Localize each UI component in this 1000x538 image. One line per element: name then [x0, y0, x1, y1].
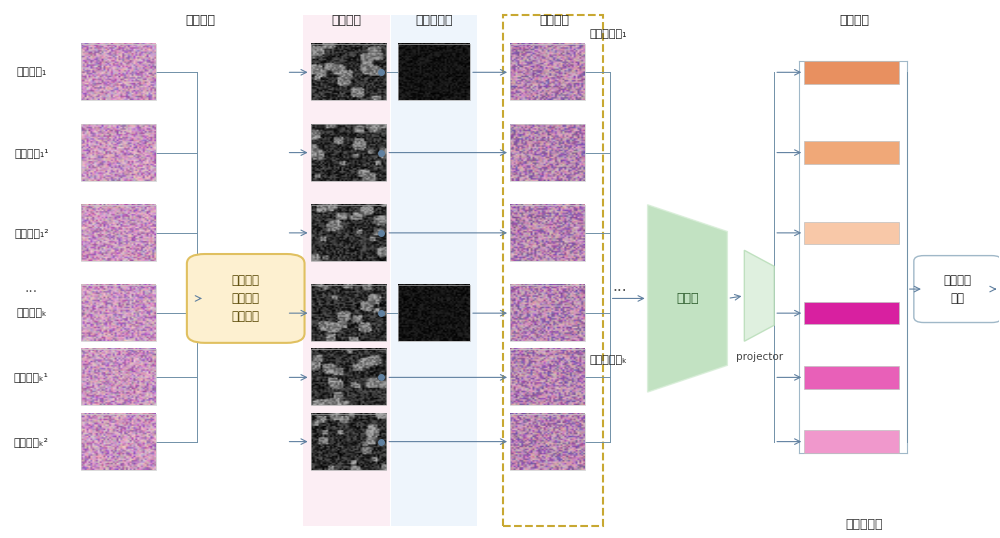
Text: 正例样本ₖ²: 正例样本ₖ² — [14, 437, 49, 447]
FancyBboxPatch shape — [804, 61, 899, 83]
Text: 锚点样本₁: 锚点样本₁ — [16, 67, 46, 77]
Text: 染剂混合: 染剂混合 — [540, 13, 570, 26]
Text: 锚点样本ₖ: 锚点样本ₖ — [16, 308, 47, 318]
Text: 编码器: 编码器 — [676, 292, 699, 305]
Text: 正例样本₁¹: 正例样本₁¹ — [14, 147, 49, 158]
Bar — [391, 15, 477, 526]
Text: 带稀疏约
束的非负
矩阵分解: 带稀疏约 束的非负 矩阵分解 — [232, 274, 260, 323]
FancyBboxPatch shape — [804, 430, 899, 453]
Text: 苏木精染剂: 苏木精染剂 — [415, 13, 453, 26]
FancyBboxPatch shape — [804, 141, 899, 164]
Text: 伊红染剂: 伊红染剂 — [331, 13, 361, 26]
Text: 正例样本组ₖ: 正例样本组ₖ — [590, 355, 628, 365]
FancyBboxPatch shape — [804, 366, 899, 388]
Polygon shape — [744, 250, 774, 341]
Bar — [303, 15, 390, 526]
Text: projector: projector — [736, 352, 783, 362]
Text: 对比学习
损失: 对比学习 损失 — [944, 273, 972, 305]
Text: 嵌入向量: 嵌入向量 — [839, 13, 869, 26]
Text: ···: ··· — [112, 285, 125, 299]
Text: ···: ··· — [612, 284, 627, 299]
FancyBboxPatch shape — [804, 222, 899, 244]
Text: ···: ··· — [341, 284, 356, 299]
Text: ···: ··· — [25, 285, 38, 299]
FancyBboxPatch shape — [804, 302, 899, 324]
Text: 染剂分离: 染剂分离 — [186, 13, 216, 26]
Text: 正例样本ₖ¹: 正例样本ₖ¹ — [14, 372, 49, 383]
Polygon shape — [648, 205, 727, 392]
Text: 正例样本₁²: 正例样本₁² — [14, 228, 49, 238]
FancyBboxPatch shape — [187, 254, 305, 343]
Text: 正例样本组₁: 正例样本组₁ — [590, 29, 627, 39]
FancyBboxPatch shape — [914, 256, 1000, 322]
Text: 预训练阶段: 预训练阶段 — [845, 518, 883, 531]
Text: ···: ··· — [540, 284, 555, 299]
